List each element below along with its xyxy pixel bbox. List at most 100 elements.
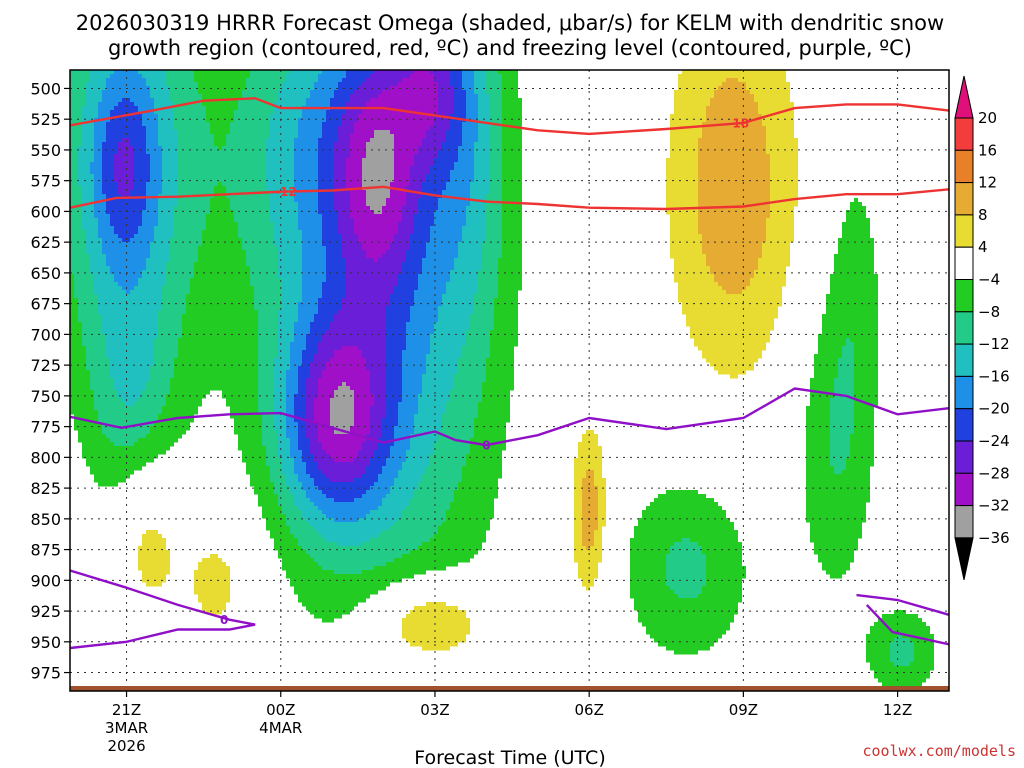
omega-cell	[358, 114, 434, 119]
chart-title-line2: growth region (contoured, red, ºC) and f…	[108, 36, 912, 60]
omega-cell	[826, 310, 878, 315]
omega-cell	[302, 358, 314, 363]
omega-cell	[438, 198, 470, 203]
omega-cell	[166, 266, 194, 271]
omega-cell	[206, 114, 234, 119]
omega-cell	[674, 98, 710, 103]
omega-cell	[438, 90, 454, 95]
omega-cell	[98, 234, 118, 239]
omega-cell	[406, 342, 430, 347]
omega-cell	[350, 154, 366, 159]
omega-cell	[466, 458, 502, 463]
omega-cell	[302, 450, 310, 455]
omega-cell	[826, 302, 878, 307]
omega-cell	[294, 334, 306, 339]
omega-cell	[382, 466, 402, 471]
omega-cell	[150, 374, 174, 379]
omega-cell	[410, 246, 426, 251]
omega-cell	[590, 546, 602, 551]
omega-cell	[326, 250, 342, 255]
omega-cell	[302, 350, 318, 355]
omega-cell	[458, 362, 486, 367]
omega-cell	[502, 118, 522, 123]
omega-cell	[306, 378, 318, 383]
omega-cell	[418, 150, 438, 155]
omega-cell	[410, 642, 458, 647]
omega-cell	[502, 130, 522, 135]
omega-cell	[402, 618, 470, 623]
omega-cell	[354, 218, 402, 223]
omega-cell	[286, 374, 298, 379]
omega-cell	[386, 410, 398, 415]
omega-cell	[598, 518, 606, 523]
omega-cell	[174, 374, 258, 379]
omega-cell	[350, 210, 374, 215]
omega-cell	[70, 374, 90, 379]
omega-cell	[830, 442, 850, 447]
omega-cell	[770, 190, 798, 195]
omega-cell	[754, 98, 790, 103]
omega-cell	[462, 350, 490, 355]
omega-cell	[294, 170, 318, 175]
omega-cell	[334, 178, 346, 183]
omega-cell	[294, 154, 318, 159]
omega-cell	[158, 310, 186, 315]
omega-cell	[454, 266, 482, 271]
omega-cell	[254, 490, 274, 495]
omega-cell	[586, 430, 594, 435]
omega-cell	[234, 118, 270, 123]
omega-cell	[262, 434, 278, 439]
omega-cell	[170, 390, 210, 395]
omega-cell	[366, 358, 386, 363]
omega-cell	[234, 422, 262, 427]
omega-cell	[102, 166, 114, 171]
omega-cell	[482, 250, 502, 255]
omega-cell	[638, 522, 734, 527]
omega-cell	[478, 406, 510, 411]
omega-cell	[286, 422, 298, 427]
omega-cell	[766, 230, 794, 235]
omega-cell	[854, 354, 878, 359]
omega-cell	[306, 462, 318, 467]
omega-cell	[326, 474, 362, 479]
omega-cell	[854, 350, 878, 355]
x-tick-label: 09Z	[729, 701, 758, 719]
omega-cell	[326, 254, 342, 259]
freezing-level-right	[856, 593, 949, 616]
omega-cell	[490, 94, 502, 99]
omega-cell	[806, 494, 870, 499]
omega-cell	[402, 358, 426, 363]
omega-cell	[134, 154, 150, 159]
omega-cell	[198, 566, 230, 571]
omega-cell	[446, 134, 462, 139]
omega-cell	[394, 134, 426, 139]
omega-cell	[470, 186, 490, 191]
omega-cell	[370, 382, 386, 387]
omega-cell	[206, 214, 234, 219]
omega-cell	[738, 78, 786, 83]
omega-cell	[114, 174, 134, 179]
omega-cell	[502, 202, 522, 207]
omega-cell	[110, 110, 138, 115]
omega-cell	[286, 418, 294, 423]
omega-cell	[398, 230, 414, 235]
omega-cell	[278, 354, 290, 359]
omega-cell	[94, 282, 118, 287]
x-tick-year: 2026	[107, 737, 145, 755]
omega-cell	[266, 162, 294, 167]
omega-cell	[374, 454, 390, 459]
omega-cell	[450, 126, 462, 131]
omega-cell	[258, 374, 274, 379]
omega-cell	[810, 382, 834, 387]
omega-cell	[310, 322, 330, 327]
omega-cell	[422, 378, 454, 383]
omega-cell	[70, 190, 82, 195]
omega-cell	[98, 294, 162, 299]
omega-cell	[410, 442, 434, 447]
omega-cell	[458, 246, 482, 251]
omega-cell	[394, 146, 418, 151]
omega-cell	[70, 330, 82, 335]
omega-cell	[678, 286, 722, 291]
omega-cell	[162, 410, 198, 415]
omega-cell	[462, 134, 478, 139]
